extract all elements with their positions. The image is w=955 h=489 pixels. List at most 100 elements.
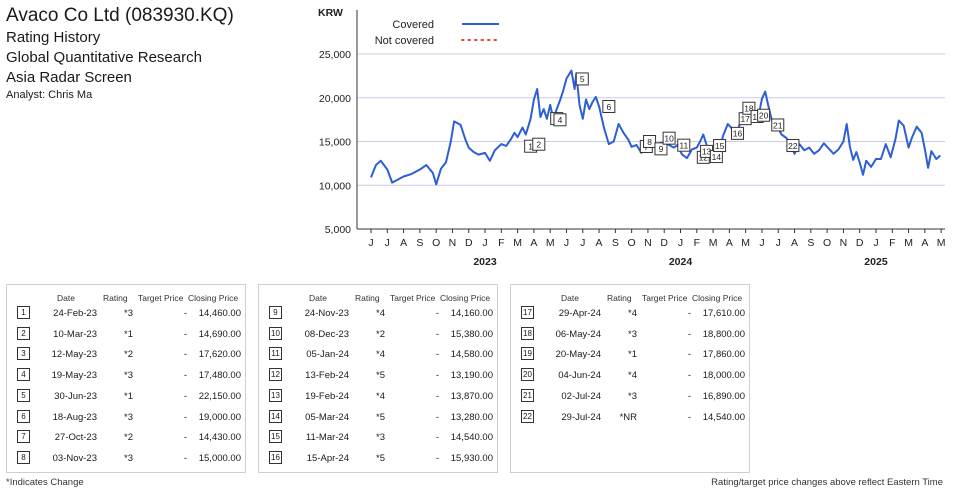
rating-cell: *4 bbox=[376, 308, 385, 319]
date-cell: 19-May-23 bbox=[51, 370, 97, 382]
x-tick-label: M bbox=[904, 237, 913, 249]
target-price-cell: - bbox=[435, 370, 439, 382]
x-tick-label: J bbox=[776, 237, 781, 249]
rating-cell: *3 bbox=[124, 370, 133, 382]
table-row: 10 08-Dec-23 *2 -15,380.00 bbox=[259, 325, 497, 345]
table-header-date: Date bbox=[57, 293, 75, 303]
rating-marker-label: 17 bbox=[740, 114, 750, 124]
x-tick-label: F bbox=[694, 237, 700, 249]
x-tick-label: F bbox=[889, 237, 895, 249]
rating-marker-label: 13 bbox=[702, 147, 712, 157]
rating-marker-box bbox=[757, 108, 771, 122]
table-row: 8 03-Nov-23 *3 -15,000.00 bbox=[7, 449, 245, 469]
y-axis-unit: KRW bbox=[318, 7, 343, 19]
analyst-label: Analyst: Chris Ma bbox=[6, 89, 93, 101]
row-number-box: 19 bbox=[521, 347, 534, 361]
x-tick-label: N bbox=[644, 237, 652, 249]
target-price-cell: - bbox=[183, 411, 187, 423]
rating-cell: *2 bbox=[124, 349, 133, 361]
rating-cell: *NR bbox=[619, 411, 637, 423]
company-title: Avaco Co Ltd (083930.KQ) bbox=[6, 5, 234, 26]
x-tick-label: O bbox=[628, 237, 636, 249]
x-tick-label: O bbox=[432, 237, 440, 249]
rating-cell: *3 bbox=[124, 308, 133, 319]
section-title: Rating History bbox=[6, 29, 101, 46]
date-cell: 30-Jun-23 bbox=[54, 390, 97, 402]
year-label: 2024 bbox=[669, 256, 693, 268]
table-header-rating: Rating bbox=[607, 293, 632, 303]
row-number-box: 3 bbox=[17, 347, 30, 361]
row-number-box: 4 bbox=[17, 368, 30, 382]
x-tick-label: S bbox=[612, 237, 619, 249]
rating-marker-box bbox=[553, 113, 567, 127]
rating-marker-box bbox=[643, 135, 657, 148]
x-tick-label: M bbox=[709, 237, 718, 249]
rating-marker-box bbox=[532, 137, 546, 151]
target-price-cell: - bbox=[183, 328, 187, 340]
date-cell: 15-Apr-24 bbox=[306, 452, 349, 464]
row-number-box: 15 bbox=[269, 430, 282, 444]
x-tick-label: J bbox=[482, 237, 487, 249]
rating-cell: *3 bbox=[124, 411, 133, 423]
closing-price-cell: 19,000.00 bbox=[198, 411, 241, 423]
table-row: 19 20-May-24 *1 -17,860.00 bbox=[511, 345, 749, 365]
x-tick-label: J bbox=[368, 237, 373, 249]
footnote-left: *Indicates Change bbox=[6, 477, 84, 488]
closing-price-cell: 13,870.00 bbox=[450, 390, 493, 402]
closing-price-cell: 14,460.00 bbox=[198, 308, 241, 319]
closing-price-cell: 22,150.00 bbox=[198, 390, 241, 402]
y-tick-label: 5,000 bbox=[325, 224, 351, 236]
rating-table-1: Date Rating Target Price Closing Price 1 24-F… bbox=[6, 284, 246, 473]
x-tick-label: M bbox=[937, 237, 946, 249]
row-number-box: 17 bbox=[521, 306, 534, 319]
closing-price-cell: 14,580.00 bbox=[450, 349, 493, 361]
year-label: 2025 bbox=[864, 256, 888, 268]
table-row: 9 24-Nov-23 *4 -14,160.00 bbox=[259, 304, 497, 324]
product-label: Asia Radar Screen bbox=[6, 69, 132, 86]
table-row: 6 18-Aug-23 *3 -19,000.00 bbox=[7, 408, 245, 428]
date-cell: 06-May-24 bbox=[555, 328, 601, 340]
rating-cell: *2 bbox=[124, 432, 133, 444]
row-number-box: 13 bbox=[269, 388, 282, 402]
row-number-box: 10 bbox=[269, 326, 282, 340]
rating-cell: *2 bbox=[376, 328, 385, 340]
date-cell: 29-Jul-24 bbox=[561, 411, 601, 423]
target-price-cell: - bbox=[183, 370, 187, 382]
x-tick-label: A bbox=[400, 237, 407, 249]
date-cell: 27-Oct-23 bbox=[54, 432, 97, 444]
year-label: 2023 bbox=[473, 256, 497, 268]
closing-price-cell: 15,000.00 bbox=[198, 452, 241, 464]
rating-marker-label: 21 bbox=[773, 120, 783, 130]
rating-table-3: Date Rating Target Price Closing Price 17 29-… bbox=[510, 284, 750, 473]
rating-marker-label: 22 bbox=[788, 141, 798, 151]
report-header: Avaco Co Ltd (083930.KQ) Rating History … bbox=[6, 4, 234, 103]
rating-table-2: Date Rating Target Price Closing Price 9 24-N… bbox=[258, 284, 498, 473]
closing-price-cell: 15,380.00 bbox=[450, 328, 493, 340]
rating-marker-box bbox=[662, 131, 676, 145]
row-number-box: 18 bbox=[521, 326, 534, 340]
date-cell: 19-Feb-24 bbox=[305, 390, 349, 402]
rating-marker-box bbox=[786, 139, 800, 153]
x-tick-label: D bbox=[856, 237, 864, 249]
target-price-cell: - bbox=[687, 370, 691, 382]
date-cell: 24-Nov-23 bbox=[304, 308, 349, 319]
rating-marker-box bbox=[677, 138, 691, 152]
rating-marker-label: 5 bbox=[580, 74, 585, 84]
table-row: 1 24-Feb-23 *3 -14,460.00 bbox=[7, 304, 245, 324]
x-tick-label: J bbox=[873, 237, 878, 249]
x-tick-label: A bbox=[791, 237, 798, 249]
target-price-cell: - bbox=[435, 349, 439, 361]
target-price-cell: - bbox=[435, 328, 439, 340]
closing-price-cell: 16,890.00 bbox=[702, 390, 745, 402]
rating-cell: *4 bbox=[628, 370, 637, 382]
table-row: 22 29-Jul-24 *NR -14,540.00 bbox=[511, 408, 749, 428]
date-cell: 13-Feb-24 bbox=[305, 370, 349, 382]
rating-marker-label: 10 bbox=[664, 133, 674, 143]
price-line-covered bbox=[370, 69, 941, 186]
target-price-cell: - bbox=[435, 432, 439, 444]
rating-marker-label: 9 bbox=[659, 144, 664, 154]
closing-price-cell: 17,480.00 bbox=[198, 370, 241, 382]
table-row: 12 13-Feb-24 *5 -13,190.00 bbox=[259, 366, 497, 386]
row-number-box: 20 bbox=[521, 368, 534, 382]
table-row: 11 05-Jan-24 *4 -14,580.00 bbox=[259, 345, 497, 365]
